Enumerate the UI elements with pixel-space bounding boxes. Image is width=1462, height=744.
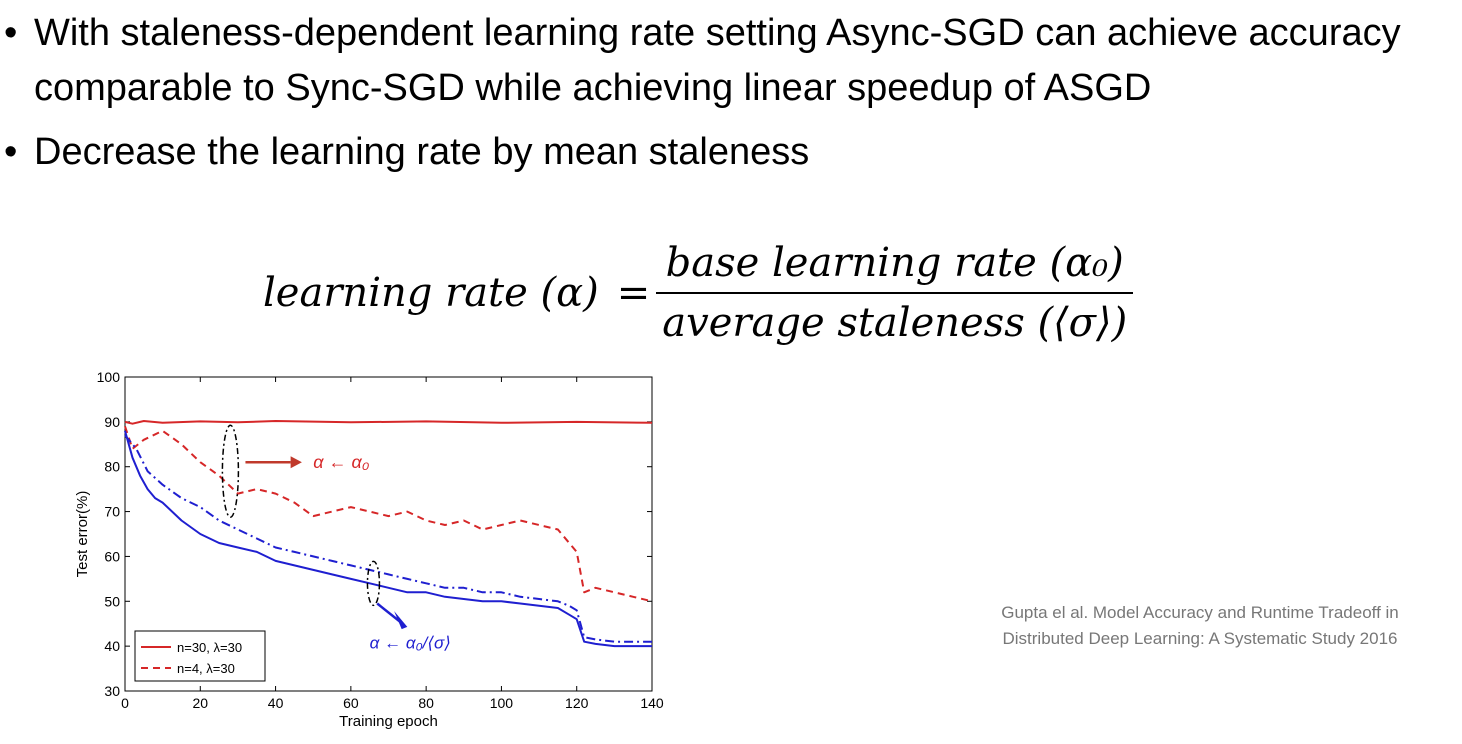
- y-tick-label-2: 50: [104, 593, 120, 609]
- test-error-chart: 0 20 40 60 80 100 120 140 30 40 50 60 70 80 90 100 Train…: [74, 369, 664, 730]
- y-tick-label-7: 100: [97, 369, 121, 385]
- annotation-ellipse-2: [366, 560, 381, 607]
- annotation-label-2: α ← α₀/⟨σ⟩: [370, 633, 451, 652]
- x-tick-label-4: 80: [418, 695, 434, 711]
- series-line-0: [124, 420, 653, 425]
- citation-line-2: Distributed Deep Learning: A Systematic …: [1002, 629, 1398, 648]
- formula-lhs: learning rate (α): [263, 270, 599, 316]
- bullet-2: Decrease the learning rate by mean stale…: [0, 125, 1462, 180]
- formula-numerator: base learning rate (α₀): [665, 240, 1124, 286]
- bullet-list: With staleness-dependent learning rate s…: [0, 6, 1462, 180]
- annotation-ellipse-1: [221, 424, 240, 518]
- annotation-arrowhead-2: [394, 611, 408, 630]
- x-tick-label-6: 120: [565, 695, 589, 711]
- fraction-bar: [656, 292, 1134, 294]
- y-tick-label-4: 70: [104, 504, 120, 520]
- x-axis-label: Training epoch: [339, 713, 438, 730]
- bullet-1: With staleness-dependent learning rate s…: [0, 6, 1462, 116]
- x-tick-label-1: 20: [192, 695, 208, 711]
- legend-label-0: n=30, λ=30: [177, 640, 242, 655]
- plot-frame: [124, 376, 653, 692]
- x-tick-label-3: 60: [343, 695, 359, 711]
- x-tick-label-5: 100: [490, 695, 514, 711]
- x-tick-label-2: 40: [268, 695, 284, 711]
- y-tick-label-1: 40: [104, 638, 120, 654]
- annotation-label-1: α ← α₀: [313, 452, 370, 472]
- legend-label-1: n=4, λ=30: [177, 661, 235, 676]
- formula-equals: =: [616, 270, 651, 316]
- legend-box: [134, 630, 266, 682]
- series-line-3: [124, 434, 652, 643]
- learning-rate-formula: learning rate (α) = base learning rate (…: [263, 238, 1134, 348]
- formula-denominator: average staleness (⟨σ⟩): [662, 300, 1128, 346]
- citation-line-1: Gupta el al. Model Accuracy and Runtime …: [1001, 603, 1399, 622]
- citation: Gupta el al. Model Accuracy and Runtime …: [940, 600, 1460, 652]
- annotation-arrow-2: [376, 602, 401, 623]
- y-tick-label-5: 80: [104, 459, 120, 475]
- annotation-arrowhead-1: [290, 456, 302, 469]
- y-tick-label-6: 90: [104, 414, 120, 430]
- y-axis-label: Test error(%): [74, 491, 91, 578]
- x-tick-label-0: 0: [121, 695, 129, 711]
- x-tick-label-7: 140: [640, 695, 664, 711]
- y-tick-label-0: 30: [104, 683, 120, 699]
- formula-fraction: base learning rate (α₀) average stalenes…: [656, 238, 1134, 348]
- y-tick-label-3: 60: [104, 548, 120, 564]
- series-line-1: [124, 425, 653, 603]
